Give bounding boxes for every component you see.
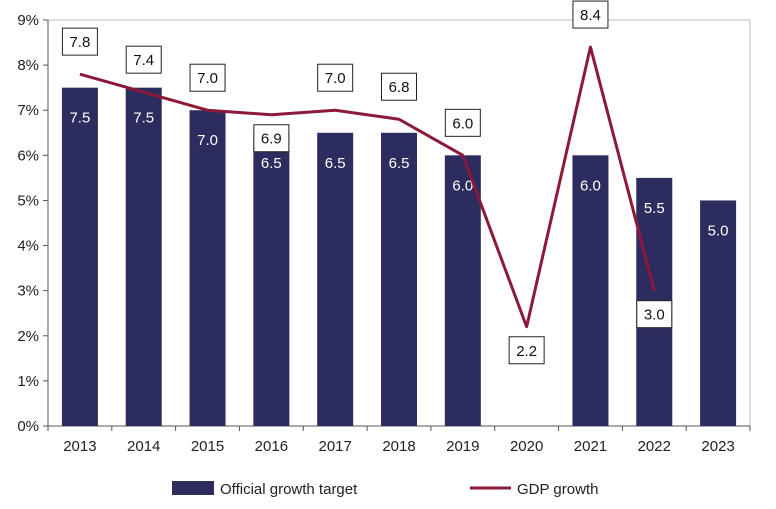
gdp-label-text: 7.0 [197, 70, 218, 87]
x-tick-label: 2017 [318, 438, 351, 455]
bar-data-label: 6.0 [452, 177, 473, 194]
bar-official-target [700, 200, 737, 426]
gdp-data-label: 8.4 [572, 0, 609, 29]
bar-data-label: 5.5 [644, 200, 665, 217]
bar-data-label: 6.5 [261, 155, 282, 172]
gdp-label-text: 6.0 [452, 115, 473, 132]
x-tick-label: 2016 [255, 438, 288, 455]
bar-official-target [253, 132, 290, 426]
y-tick-label: 9% [17, 12, 39, 29]
legend: Official growth target GDP growth [172, 481, 598, 498]
gdp-data-label: 6.8 [381, 72, 417, 101]
gdp-label-box [444, 108, 481, 137]
x-tick-label: 2023 [701, 438, 734, 455]
bar-official-target [381, 132, 417, 426]
x-tick-label: 2015 [191, 438, 224, 455]
gdp-label-text: 6.9 [261, 131, 282, 148]
y-tick-label: 1% [17, 373, 39, 390]
y-tick-label: 4% [17, 238, 39, 255]
gdp-label-text: 8.4 [580, 7, 601, 24]
gdp-label-text: 7.0 [325, 70, 346, 87]
y-tick-label: 7% [17, 102, 39, 119]
y-tick-label: 5% [17, 192, 39, 209]
bar-data-label: 7.0 [197, 132, 218, 149]
gdp-label-box [317, 63, 354, 92]
gdp-label-box [253, 124, 290, 153]
bar-series-official-target: 7.5 7.5 7.0 6.5 6.5 6.5 6.0 6.0 5.5 5.0 [61, 87, 737, 427]
y-tick-label: 8% [17, 57, 39, 74]
gdp-data-label: 7.0 [189, 63, 226, 92]
gdp-label-box [61, 27, 98, 56]
bar-official-target [125, 87, 162, 427]
gdp-label-text: 7.4 [133, 52, 154, 69]
x-tick-label: 2022 [638, 438, 671, 455]
gdp-label-box [572, 0, 609, 29]
gdp-label-text: 2.2 [516, 343, 537, 360]
bar-official-target [189, 110, 226, 426]
gdp-label-box [381, 72, 417, 101]
bar-official-target [317, 132, 354, 426]
bar-data-label: 6.0 [580, 177, 601, 194]
bar-data-label: 6.5 [389, 155, 410, 172]
gdp-label-box [189, 63, 226, 92]
gdp-label-box [636, 300, 673, 329]
gdp-data-label: 7.8 [61, 27, 98, 56]
gdp-data-label: 7.4 [125, 45, 162, 74]
x-tick-label: 2020 [510, 438, 543, 455]
y-tick-label: 3% [17, 283, 39, 300]
line-series-gdp-growth: 7.8 7.4 7.0 6.9 7.0 6.8 6.0 2.2 8.4 3.0 [61, 0, 673, 365]
gdp-label-box [508, 336, 545, 365]
gdp-data-label: 6.0 [444, 108, 481, 137]
bar-official-target [572, 155, 609, 427]
bar-data-label: 5.0 [708, 222, 729, 239]
x-tick-label: 2018 [382, 438, 415, 455]
gdp-data-label: 3.0 [636, 300, 673, 329]
gdp-label-box [125, 45, 162, 74]
bar-official-target [61, 87, 98, 427]
legend-label-official-target: Official growth target [220, 481, 358, 498]
gdp-label-text: 6.8 [389, 79, 410, 96]
bar-data-label: 6.5 [325, 155, 346, 172]
y-tick-label: 6% [17, 147, 39, 164]
axes: 0% 1% 2% 3% 4% 5% 6% 7% 8% 9% 2013 2014 2015 2016 2017… [17, 12, 751, 455]
x-tick-label: 2014 [127, 438, 160, 455]
gdp-data-label: 2.2 [508, 336, 545, 365]
y-tick-label: 2% [17, 328, 39, 345]
bar-data-label: 7.5 [69, 110, 90, 127]
legend-swatch-official-target [172, 481, 214, 495]
x-tick-label: 2013 [63, 438, 96, 455]
x-tick-label: 2019 [446, 438, 479, 455]
gdp-data-label: 7.0 [317, 63, 354, 92]
bar-official-target [444, 155, 481, 427]
bar-data-label: 7.5 [133, 110, 154, 127]
legend-label-gdp-growth: GDP growth [517, 481, 598, 498]
gdp-label-text: 3.0 [644, 307, 665, 324]
x-tick-label: 2021 [574, 438, 607, 455]
y-tick-label: 0% [17, 418, 39, 435]
gdp-growth-line [79, 45, 656, 329]
gdp-data-label: 6.9 [253, 124, 290, 153]
gdp-label-text: 7.8 [69, 34, 90, 51]
